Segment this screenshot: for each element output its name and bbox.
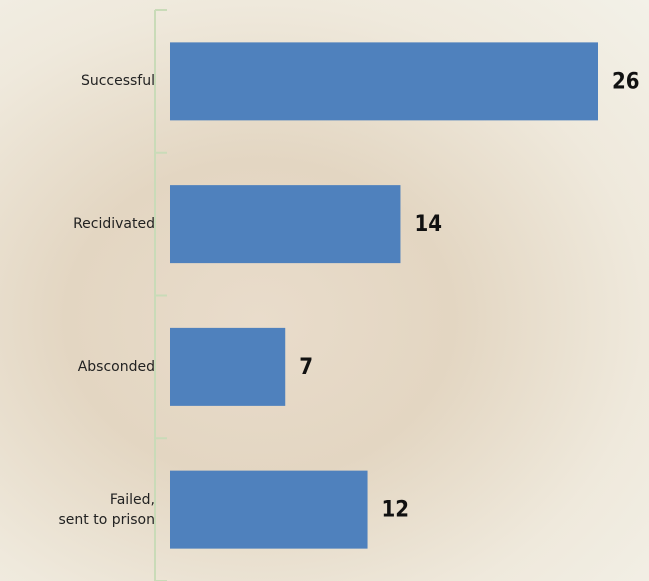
bar xyxy=(170,328,285,406)
chart: 26 14 7 12 Successful Recidivated Absconded Fa… xyxy=(0,0,649,581)
value-label: 7 xyxy=(299,355,313,380)
category-label: Successful xyxy=(5,71,155,91)
value-label: 26 xyxy=(612,69,640,94)
value-label: 14 xyxy=(414,212,442,237)
bar xyxy=(170,471,368,549)
category-label: Failed, sent to prison xyxy=(5,490,155,530)
bar xyxy=(170,185,400,263)
category-label: Recidivated xyxy=(5,214,155,234)
bar xyxy=(170,42,598,120)
value-label: 12 xyxy=(382,498,410,523)
category-label: Absconded xyxy=(5,357,155,377)
